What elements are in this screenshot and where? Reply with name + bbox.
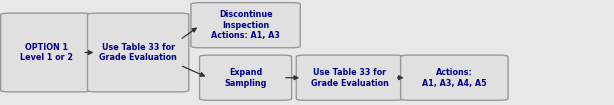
- FancyBboxPatch shape: [296, 55, 404, 100]
- FancyBboxPatch shape: [400, 55, 508, 100]
- Text: Actions:
A1, A3, A4, A5: Actions: A1, A3, A4, A5: [422, 68, 487, 88]
- FancyBboxPatch shape: [88, 13, 189, 92]
- Text: Use Table 33 for
Grade Evaluation: Use Table 33 for Grade Evaluation: [311, 68, 389, 88]
- FancyBboxPatch shape: [200, 55, 292, 100]
- Text: Expand
Sampling: Expand Sampling: [224, 68, 267, 88]
- FancyBboxPatch shape: [191, 3, 300, 48]
- Text: Discontinue
Inspection
Actions: A1, A3: Discontinue Inspection Actions: A1, A3: [211, 10, 280, 40]
- FancyBboxPatch shape: [1, 13, 91, 92]
- Text: OPTION 1
Level 1 or 2: OPTION 1 Level 1 or 2: [20, 43, 72, 62]
- Text: Use Table 33 for
Grade Evaluation: Use Table 33 for Grade Evaluation: [99, 43, 177, 62]
